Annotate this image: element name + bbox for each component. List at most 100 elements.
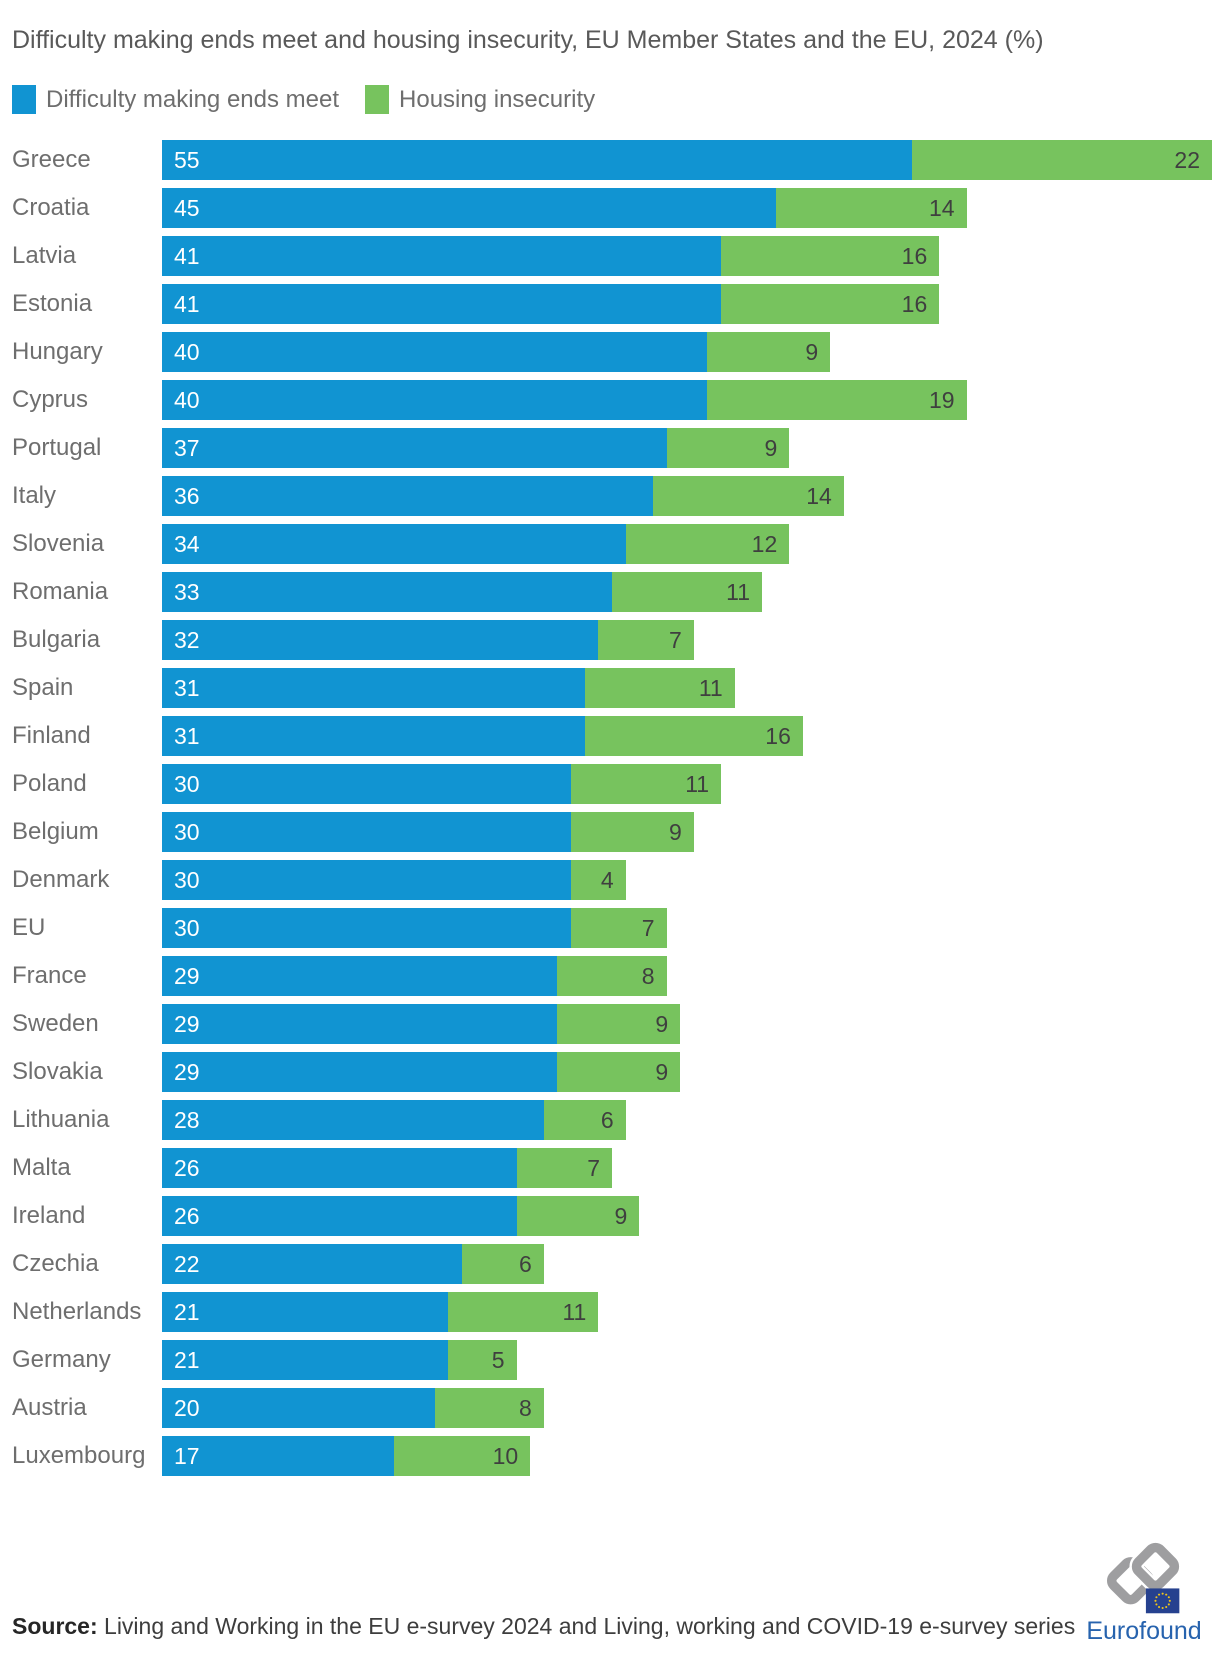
row-label: Slovakia bbox=[12, 1058, 103, 1085]
bar-segment-difficulty: 26 bbox=[162, 1196, 517, 1236]
chart-row: Portugal 37 9 bbox=[0, 424, 1220, 472]
bar-track: 17 10 bbox=[162, 1436, 1212, 1476]
row-label: Spain bbox=[12, 674, 74, 701]
bar-segment-housing: 11 bbox=[612, 572, 762, 612]
bar-track: 34 12 bbox=[162, 524, 1212, 564]
bar-segment-housing: 7 bbox=[598, 620, 694, 660]
bar-track: 33 11 bbox=[162, 572, 1212, 612]
bar-segment-housing: 11 bbox=[584, 668, 735, 708]
bar-segment-housing: 9 bbox=[557, 1052, 681, 1092]
chart-row: Malta 26 7 bbox=[0, 1144, 1220, 1192]
chart-row: Czechia 22 6 bbox=[0, 1240, 1220, 1288]
bar-track: 41 16 bbox=[162, 284, 1212, 324]
bar-segment-housing: 6 bbox=[543, 1100, 626, 1140]
chart-title: Difficulty making ends meet and housing … bbox=[12, 26, 1044, 54]
bar-segment-difficulty: 29 bbox=[162, 956, 558, 996]
bar-segment-housing: 12 bbox=[625, 524, 790, 564]
chart-row: Slovenia 34 12 bbox=[0, 520, 1220, 568]
bar-segment-difficulty: 21 bbox=[162, 1292, 449, 1332]
chart-row: Germany 21 5 bbox=[0, 1336, 1220, 1384]
chart-row: Ireland 26 9 bbox=[0, 1192, 1220, 1240]
bar-segment-housing: 16 bbox=[721, 236, 940, 276]
bar-segment-housing: 8 bbox=[557, 956, 667, 996]
row-label: Lithuania bbox=[12, 1106, 110, 1133]
bar-segment-housing: 8 bbox=[434, 1388, 544, 1428]
bar-track: 29 9 bbox=[162, 1004, 1212, 1044]
legend-label-housing: Housing insecurity bbox=[399, 85, 596, 113]
bar-segment-difficulty: 36 bbox=[162, 476, 653, 516]
bar-segment-housing: 19 bbox=[707, 380, 967, 420]
legend: Difficulty making ends meet Housing inse… bbox=[12, 85, 1220, 114]
bar-track: 55 22 bbox=[162, 140, 1212, 180]
legend-item-difficulty: Difficulty making ends meet bbox=[12, 85, 339, 114]
bar-segment-difficulty: 37 bbox=[162, 428, 667, 468]
row-label: Poland bbox=[12, 770, 87, 797]
bar-track: 30 9 bbox=[162, 812, 1212, 852]
row-label: Estonia bbox=[12, 290, 93, 317]
chart-row: Estonia 41 16 bbox=[0, 280, 1220, 328]
bar-segment-difficulty: 40 bbox=[162, 380, 708, 420]
row-label: Malta bbox=[12, 1154, 71, 1181]
bar-segment-housing: 6 bbox=[462, 1244, 544, 1284]
bar-track: 37 9 bbox=[162, 428, 1212, 468]
bar-track: 30 7 bbox=[162, 908, 1212, 948]
row-label: Germany bbox=[12, 1346, 111, 1373]
bar-track: 45 14 bbox=[162, 188, 1212, 228]
bar-segment-difficulty: 20 bbox=[162, 1388, 435, 1428]
bar-segment-difficulty: 30 bbox=[162, 860, 572, 900]
chart-row: Netherlands 21 11 bbox=[0, 1288, 1220, 1336]
source-note: Source: Living and Working in the EU e-s… bbox=[12, 1613, 1075, 1640]
bar-segment-difficulty: 22 bbox=[162, 1244, 462, 1284]
stacked-bar-chart: Greece 55 22 Croatia 45 14 Latvia 41 16 Estonia 41… bbox=[0, 136, 1220, 1480]
legend-item-housing: Housing insecurity bbox=[365, 85, 595, 114]
chart-row: France 29 8 bbox=[0, 952, 1220, 1000]
bar-segment-difficulty: 33 bbox=[162, 572, 612, 612]
bar-segment-difficulty: 40 bbox=[162, 332, 708, 372]
bar-segment-housing: 5 bbox=[448, 1340, 517, 1380]
bar-segment-housing: 16 bbox=[584, 716, 803, 756]
bar-segment-difficulty: 30 bbox=[162, 908, 572, 948]
bar-track: 26 7 bbox=[162, 1148, 1212, 1188]
bar-segment-housing: 14 bbox=[775, 188, 967, 228]
bar-track: 36 14 bbox=[162, 476, 1212, 516]
chart-row: Latvia 41 16 bbox=[0, 232, 1220, 280]
chart-row: Austria 20 8 bbox=[0, 1384, 1220, 1432]
chart-row: Luxembourg 17 10 bbox=[0, 1432, 1220, 1480]
bar-track: 29 9 bbox=[162, 1052, 1212, 1092]
bar-segment-difficulty: 41 bbox=[162, 236, 722, 276]
bar-segment-difficulty: 21 bbox=[162, 1340, 449, 1380]
row-label: Austria bbox=[12, 1394, 87, 1421]
row-label: Finland bbox=[12, 722, 91, 749]
eurofound-logo-mark bbox=[1106, 1540, 1182, 1614]
row-label: Denmark bbox=[12, 866, 110, 893]
bar-segment-difficulty: 28 bbox=[162, 1100, 544, 1140]
bar-track: 22 6 bbox=[162, 1244, 1212, 1284]
bar-segment-difficulty: 31 bbox=[162, 716, 585, 756]
bar-track: 32 7 bbox=[162, 620, 1212, 660]
row-label: Luxembourg bbox=[12, 1442, 146, 1469]
chart-row: Greece 55 22 bbox=[0, 136, 1220, 184]
source-label: Source: bbox=[12, 1613, 98, 1639]
chart-row: Belgium 30 9 bbox=[0, 808, 1220, 856]
bar-track: 40 19 bbox=[162, 380, 1212, 420]
bar-segment-housing: 9 bbox=[557, 1004, 681, 1044]
chart-row: Romania 33 11 bbox=[0, 568, 1220, 616]
bar-segment-housing: 11 bbox=[571, 764, 722, 804]
row-label: Cyprus bbox=[12, 386, 89, 413]
chart-row: Italy 36 14 bbox=[0, 472, 1220, 520]
bar-segment-difficulty: 41 bbox=[162, 284, 722, 324]
row-label: Italy bbox=[12, 482, 57, 509]
row-label: Bulgaria bbox=[12, 626, 101, 653]
source-text: Living and Working in the EU e-survey 20… bbox=[97, 1613, 1076, 1639]
bar-segment-difficulty: 45 bbox=[162, 188, 776, 228]
bar-segment-housing: 4 bbox=[571, 860, 626, 900]
chart-row: Cyprus 40 19 bbox=[0, 376, 1220, 424]
row-label: France bbox=[12, 962, 87, 989]
row-label: Sweden bbox=[12, 1010, 99, 1037]
chart-row: Bulgaria 32 7 bbox=[0, 616, 1220, 664]
bar-segment-difficulty: 29 bbox=[162, 1052, 558, 1092]
chart-row: Hungary 40 9 bbox=[0, 328, 1220, 376]
bar-segment-difficulty: 32 bbox=[162, 620, 599, 660]
bar-segment-housing: 9 bbox=[707, 332, 831, 372]
bar-segment-difficulty: 30 bbox=[162, 764, 572, 804]
